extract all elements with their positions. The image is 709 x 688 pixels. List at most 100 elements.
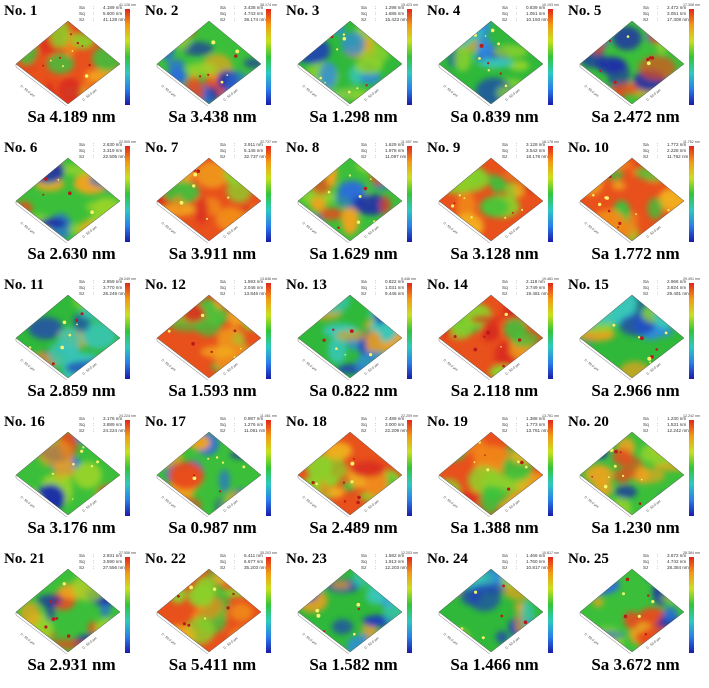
surface-speckle <box>612 323 616 327</box>
scale-max-label: 28.384 nm <box>683 551 700 555</box>
color-scale-bar <box>125 9 130 105</box>
stat-key: Sz <box>79 17 85 22</box>
height-blob <box>492 44 529 58</box>
surface-speckle <box>644 633 648 636</box>
afm-panel: No. 15 Sa: 2.966 nm Sq: 3.824 nm Sz: 29.491 nm… <box>565 275 706 412</box>
surface-speckle <box>66 634 71 638</box>
surface-speckle <box>44 625 48 629</box>
scale-max-label: 11.097 nm <box>401 140 418 144</box>
stat-row-sq: Sq: 1.276 nm <box>220 422 265 428</box>
surface-speckle <box>169 304 172 307</box>
stat-row-sq: Sq: 1.773 nm <box>502 422 548 428</box>
surface-speckle <box>80 312 84 316</box>
stat-sep: : <box>93 422 95 427</box>
panel-number: No. 14 <box>427 277 468 293</box>
stat-row-sz: Sz: 19.481 nm <box>502 291 548 297</box>
surface-speckle <box>478 57 481 60</box>
sa-caption: Sa 0.839 nm <box>450 107 539 126</box>
stat-row-sq: Sq: 5.600 nm <box>79 11 125 17</box>
stat-row-sa: Sa: 1.593 nm <box>220 279 266 285</box>
surface-speckle <box>81 45 84 47</box>
surface-outline <box>579 568 685 653</box>
height-blob <box>31 433 46 455</box>
stat-sep: : <box>516 285 518 290</box>
surface-edge <box>438 338 491 380</box>
stat-row-sa: Sa: 5.411 nm <box>220 553 266 559</box>
surface-edge <box>156 64 209 106</box>
stat-value: 12.203 nm <box>385 565 407 570</box>
height-blob <box>495 630 509 644</box>
stat-row-sz: Sz: 13.761 nm <box>502 428 548 434</box>
stat-sep: : <box>234 17 236 22</box>
surface-speckle <box>193 474 196 477</box>
stat-row-sq: Sq: 2.228 nm <box>643 148 688 154</box>
stat-key: Sq <box>502 11 508 16</box>
surface-speckle <box>663 32 666 35</box>
stat-value: 5.600 nm <box>103 11 123 16</box>
stat-key: Sa <box>220 553 226 558</box>
roughness-stats: Sa: 2.472 nm Sq: 3.051 nm Sz: 17.308 nm <box>643 5 689 23</box>
stat-value: 13.761 nm <box>526 428 548 433</box>
stat-sep: : <box>657 428 659 433</box>
afm-panel: No. 11 Sa: 2.859 nm Sq: 3.770 nm Sz: 26.249 nm… <box>1 275 142 412</box>
afm-panel: No. 5 Sa: 2.472 nm Sq: 3.051 nm Sz: 17.308 nm 1… <box>565 1 706 138</box>
roughness-stats: Sa: 1.298 nm Sq: 1.686 nm Sz: 15.423 nm <box>361 5 407 23</box>
surface-outline <box>297 294 403 379</box>
stat-row-sz: Sz: 22.209 nm <box>361 428 407 434</box>
surface-speckle <box>44 177 48 181</box>
surface-speckle <box>336 48 339 51</box>
stat-row-sz: Sz: 38.174 nm <box>220 17 266 23</box>
color-scale-bar <box>125 283 130 379</box>
sa-caption: Sa 1.230 nm <box>591 518 680 537</box>
height-blob <box>451 166 489 193</box>
stat-value: 17.308 nm <box>667 17 689 22</box>
afm-panel: No. 19 Sa: 1.388 nm Sq: 1.773 nm Sz: 13.761 nm… <box>424 412 565 549</box>
panel-number: No. 1 <box>4 3 38 19</box>
stat-sep: : <box>375 416 377 421</box>
surface-speckle <box>71 50 74 52</box>
height-blob <box>43 81 55 104</box>
surface-speckle <box>316 225 318 228</box>
surface-speckle <box>638 502 642 505</box>
surface-speckle <box>51 617 56 621</box>
stat-value: 2.472 nm <box>667 5 687 10</box>
stat-row-sq: Sq: 4.743 nm <box>220 11 266 17</box>
surface-speckle <box>604 29 608 33</box>
stat-sep: : <box>234 565 236 570</box>
surface-edge <box>15 64 68 106</box>
height-blob <box>19 158 34 175</box>
panel-number: No. 22 <box>145 551 186 567</box>
stat-sep: : <box>375 565 377 570</box>
height-blob <box>514 180 525 198</box>
stat-key: Sq <box>502 148 508 153</box>
surface-speckle <box>348 90 351 94</box>
stat-value: 2.489 nm <box>385 416 405 421</box>
surface-speckle <box>71 498 74 500</box>
surface-speckle <box>40 583 44 587</box>
stat-value: 1.466 nm <box>526 553 546 558</box>
roughness-stats: Sa: 2.118 nm Sq: 2.749 nm Sz: 19.481 nm <box>502 279 548 297</box>
surface-edge <box>579 612 632 654</box>
surface-speckle <box>191 342 195 346</box>
height-blob <box>645 432 679 446</box>
surface-height-map <box>579 431 685 517</box>
stat-value: 3.051 nm <box>667 11 687 16</box>
height-blob <box>592 597 604 607</box>
surface-outline <box>15 294 121 379</box>
color-scale-bar <box>548 557 553 653</box>
height-blob <box>58 327 81 354</box>
height-blob <box>27 213 52 240</box>
stat-row-sa: Sa: 2.966 nm <box>643 279 689 285</box>
surface-height-map <box>15 294 121 380</box>
surface-speckle <box>592 194 595 197</box>
surface-speckle <box>182 622 186 626</box>
stat-key: Sa <box>643 5 649 10</box>
surface-speckle <box>167 329 171 333</box>
color-scale-bar <box>266 9 271 105</box>
stat-row-sa: Sa: 3.128 nm <box>502 142 548 148</box>
stat-row-sq: Sq: 2.749 nm <box>502 285 548 291</box>
surface-speckle <box>486 330 491 335</box>
surface-height-map <box>297 157 403 243</box>
surface-outline <box>15 431 121 516</box>
roughness-stats: Sa: 2.859 nm Sq: 3.770 nm Sz: 26.249 nm <box>79 279 125 297</box>
